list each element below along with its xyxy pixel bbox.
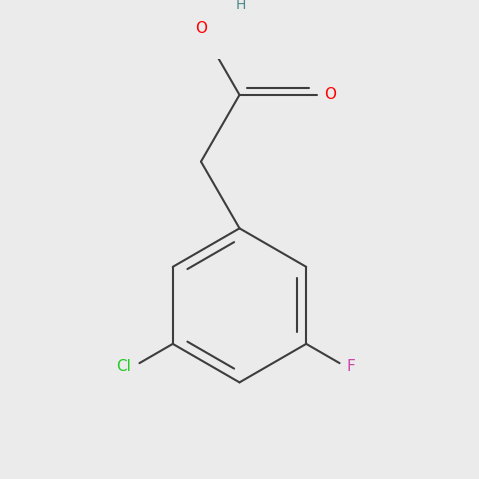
Text: F: F xyxy=(347,359,355,375)
Text: H: H xyxy=(235,0,246,12)
Text: O: O xyxy=(195,21,207,35)
Text: O: O xyxy=(324,87,336,103)
Text: Cl: Cl xyxy=(116,359,131,375)
